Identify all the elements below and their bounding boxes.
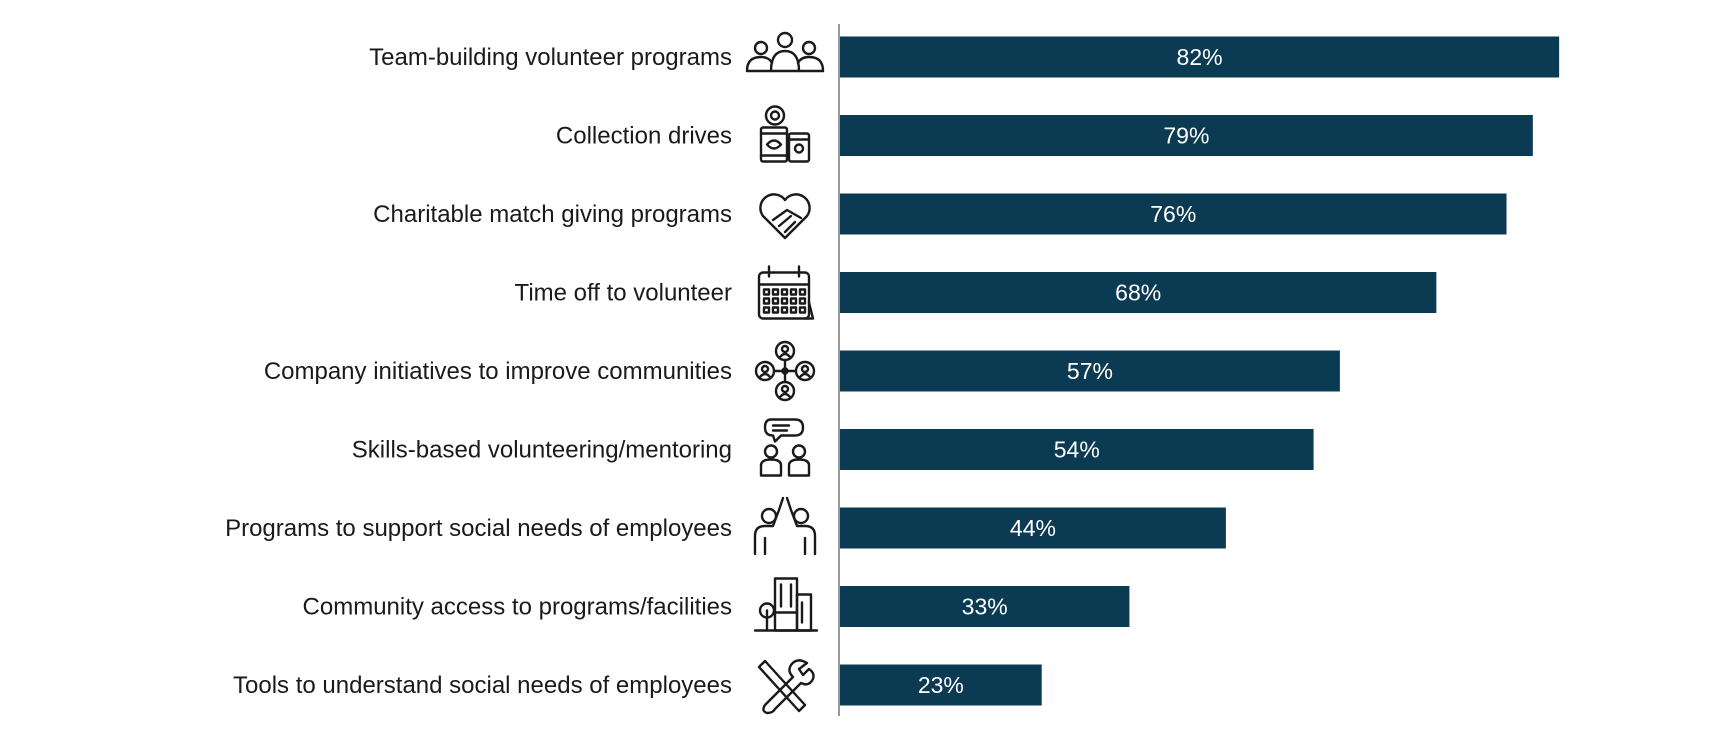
bar: [840, 36, 1560, 78]
bar-value-label: 57%: [1067, 358, 1113, 384]
bar: [840, 350, 1340, 392]
category-label: Tools to understand social needs of empl…: [233, 672, 732, 699]
team-icon: [745, 31, 825, 73]
bar: [840, 664, 1042, 706]
bar: [840, 193, 1507, 235]
mentoring-icon: [759, 418, 811, 477]
high-five-icon: [753, 496, 817, 556]
bar: [840, 429, 1314, 470]
bar-value-label: 23%: [918, 672, 964, 698]
bar-value-label: 82%: [1177, 44, 1223, 70]
bar: [840, 507, 1226, 549]
category-label: Skills-based volunteering/mentoring: [352, 437, 732, 464]
bar: [840, 272, 1437, 313]
category-label: Charitable match giving programs: [373, 201, 732, 228]
category-label: Time off to volunteer: [515, 280, 732, 307]
bar-value-label: 79%: [1163, 123, 1209, 149]
bar-value-label: 54%: [1054, 437, 1100, 463]
bar-value-label: 44%: [1010, 515, 1056, 541]
community-network-icon: [754, 340, 816, 402]
bar-value-label: 33%: [962, 594, 1008, 620]
category-label: Programs to support social needs of empl…: [225, 515, 732, 542]
tools-icon: [757, 659, 815, 715]
category-label: Community access to programs/facilities: [303, 594, 732, 621]
heart-handshake-icon: [759, 193, 811, 240]
bar: [840, 586, 1130, 627]
bar-value-label: 68%: [1115, 280, 1161, 306]
category-label: Company initiatives to improve communiti…: [264, 358, 732, 385]
donation-jar-icon: [759, 105, 811, 163]
building-icon: [753, 577, 819, 632]
category-label: Collection drives: [556, 123, 732, 150]
calendar-icon: [757, 265, 815, 320]
bar: [840, 115, 1533, 156]
category-label: Team-building volunteer programs: [369, 44, 732, 71]
bar-value-label: 76%: [1150, 201, 1196, 227]
